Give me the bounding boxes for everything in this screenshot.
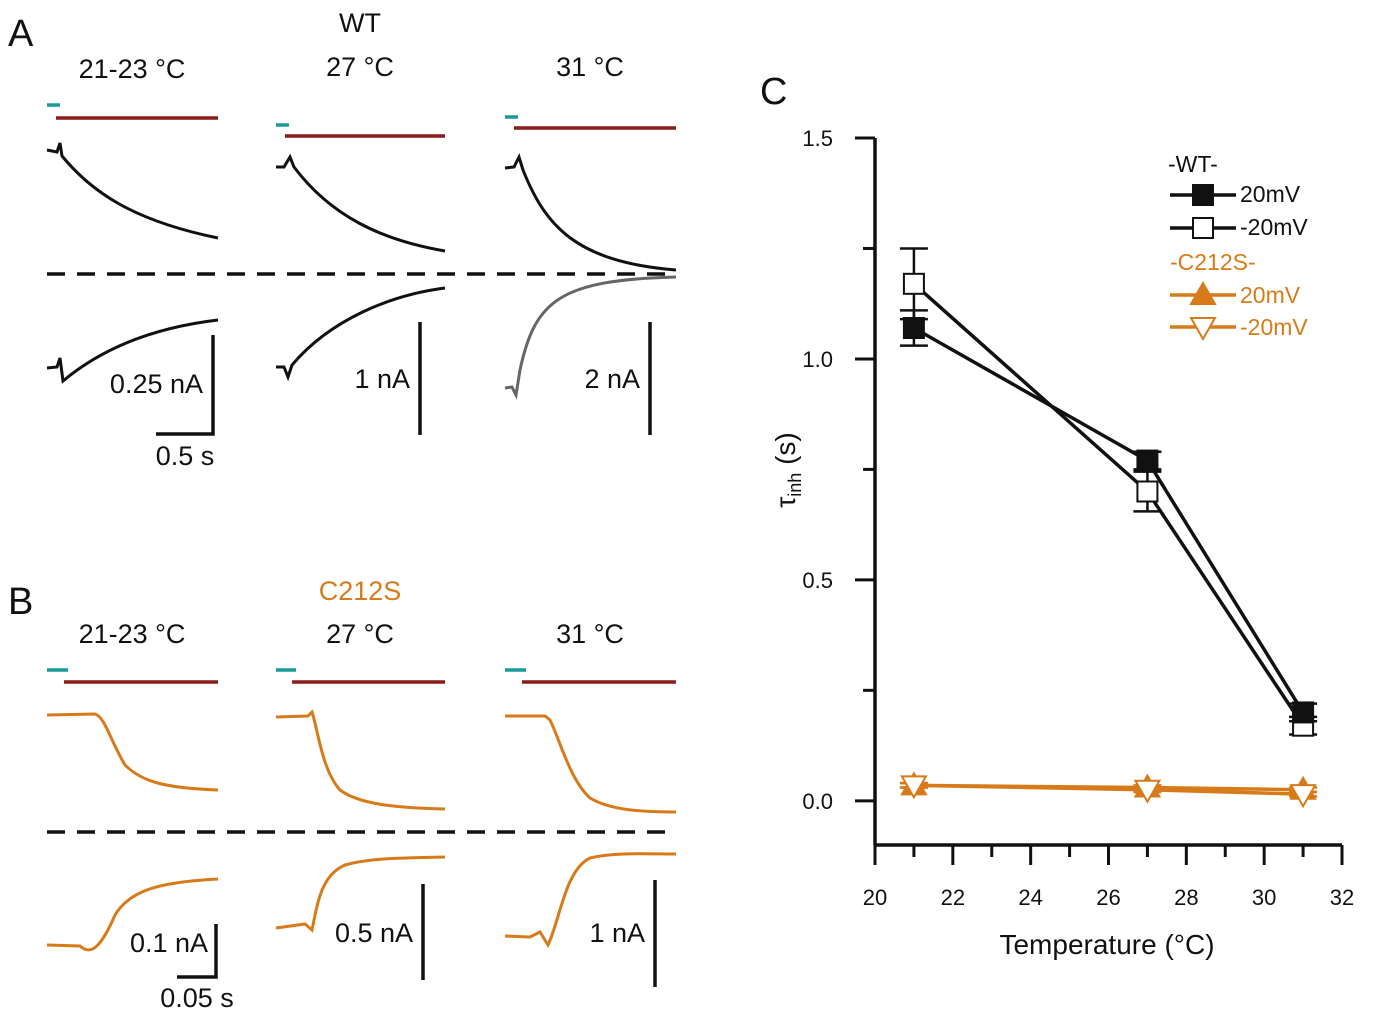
series-line bbox=[912, 282, 1305, 727]
scale-bar-21c bbox=[156, 335, 215, 436]
panel-a-scale-3: 2 nA bbox=[584, 364, 640, 394]
panel-a-stimulus-bars bbox=[47, 103, 676, 138]
chart-legend: -WT- -C212S- 20mV -20mV 20mV -20mV bbox=[1168, 151, 1308, 342]
legend-marker bbox=[1192, 217, 1214, 239]
trace-21c-neg bbox=[46, 318, 219, 384]
data-point bbox=[900, 775, 928, 800]
panel-a-scale-bars bbox=[156, 322, 652, 436]
panel-b-scale-bars bbox=[177, 880, 657, 987]
data-point bbox=[1289, 784, 1317, 809]
trace-27c-pos bbox=[275, 709, 446, 811]
trace-27c-neg bbox=[276, 286, 446, 382]
trace-21c-pos bbox=[46, 712, 219, 792]
trace-21c-pos bbox=[46, 142, 219, 240]
legend-marker bbox=[1192, 184, 1214, 206]
x-tick-label: 24 bbox=[1018, 885, 1042, 910]
panel-b-scale-3: 1 nA bbox=[589, 918, 645, 948]
x-tick-label: 30 bbox=[1252, 885, 1276, 910]
panel-b-temp-2: 27 °C bbox=[326, 619, 394, 649]
legend-marker bbox=[1189, 317, 1217, 342]
panel-b-scale-2: 0.5 nA bbox=[335, 918, 413, 948]
legend-mut-pos-label: 20mV bbox=[1240, 282, 1301, 308]
panel-a: A WT 21-23 °C 27 °C 31 °C bbox=[8, 8, 677, 471]
data-point bbox=[1292, 701, 1315, 724]
legend-wt-neg-label: -20mV bbox=[1240, 214, 1308, 240]
data-point bbox=[1133, 779, 1162, 804]
trace-31c-pos bbox=[505, 714, 677, 814]
panel-b-label: B bbox=[8, 581, 33, 623]
panel-b: B C212S 21-23 °C 27 °C 31 °C 0.1 nA bbox=[8, 576, 677, 1013]
panel-c-label: C bbox=[760, 71, 787, 113]
trace-31c-neg bbox=[504, 852, 677, 949]
panel-a-scale-2: 1 nA bbox=[354, 364, 410, 394]
legend-mut-neg-label: -20mV bbox=[1240, 314, 1308, 340]
series-wt-20mV bbox=[899, 309, 1318, 724]
panel-b-time-scale: 0.05 s bbox=[160, 983, 234, 1013]
x-tick-label: 22 bbox=[941, 885, 965, 910]
trace-31c-pos bbox=[504, 152, 677, 272]
x-tick-label: 32 bbox=[1330, 885, 1354, 910]
panel-a-label: A bbox=[8, 13, 34, 55]
y-ticks: 0.0 0.5 1.0 1.5 bbox=[802, 126, 875, 814]
chart-axes bbox=[873, 138, 1342, 847]
scale-bar-21c bbox=[177, 924, 218, 979]
panel-a-temp-1: 21-23 °C bbox=[79, 54, 186, 84]
panel-b-temp-1: 21-23 °C bbox=[79, 619, 186, 649]
trace-27c-pos bbox=[276, 153, 446, 253]
legend-marker bbox=[1189, 280, 1217, 305]
data-point bbox=[902, 317, 925, 340]
svg-text:τinh (s): τinh (s) bbox=[770, 432, 805, 508]
panel-a-scale-1: 0.25 nA bbox=[110, 369, 203, 399]
x-tick-label: 26 bbox=[1096, 885, 1120, 910]
data-point bbox=[1136, 449, 1159, 472]
x-tick-label: 28 bbox=[1174, 885, 1198, 910]
legend-wt-header: -WT- bbox=[1168, 151, 1218, 177]
panel-a-temp-3: 31 °C bbox=[556, 52, 624, 82]
series-line bbox=[913, 326, 1305, 714]
trace-21c-neg bbox=[46, 877, 219, 952]
series-c212s-neg20mV bbox=[899, 775, 1318, 809]
trace-27c-neg bbox=[275, 855, 446, 933]
x-tick-label: 20 bbox=[863, 885, 887, 910]
y-tick-label: 1.0 bbox=[802, 347, 833, 372]
panel-c: C 0.0 0.5 1.0 1.5 20 22 24 26 28 30 32 Temperatur… bbox=[760, 71, 1354, 960]
y-tick-label: 1.5 bbox=[802, 126, 833, 151]
panel-b-group-title: C212S bbox=[319, 576, 402, 606]
panel-b-stimulus-bars bbox=[47, 668, 676, 684]
legend-mut-header: -C212S- bbox=[1170, 249, 1256, 275]
y-tick-label: 0.5 bbox=[802, 568, 833, 593]
panel-b-scale-1: 0.1 nA bbox=[130, 928, 208, 958]
data-point bbox=[1136, 480, 1159, 503]
panel-a-time-scale: 0.5 s bbox=[156, 441, 215, 471]
legend-wt-pos-label: 20mV bbox=[1240, 181, 1301, 207]
y-tick-label: 0.0 bbox=[802, 789, 833, 814]
panel-b-traces bbox=[46, 709, 677, 952]
panel-a-group-title: WT bbox=[339, 8, 381, 38]
x-ticks: 20 22 24 26 28 30 32 bbox=[863, 845, 1354, 910]
trace-31c-neg bbox=[504, 275, 677, 400]
x-axis-label: Temperature (°C) bbox=[999, 929, 1214, 960]
panel-a-temp-2: 27 °C bbox=[326, 52, 394, 82]
y-axis-label: τinh (s) bbox=[770, 432, 805, 508]
data-point bbox=[902, 272, 925, 295]
panel-b-temp-3: 31 °C bbox=[556, 619, 624, 649]
panel-a-traces bbox=[46, 142, 677, 400]
series-wt-neg20mV bbox=[899, 247, 1318, 737]
chart-series bbox=[899, 247, 1318, 809]
